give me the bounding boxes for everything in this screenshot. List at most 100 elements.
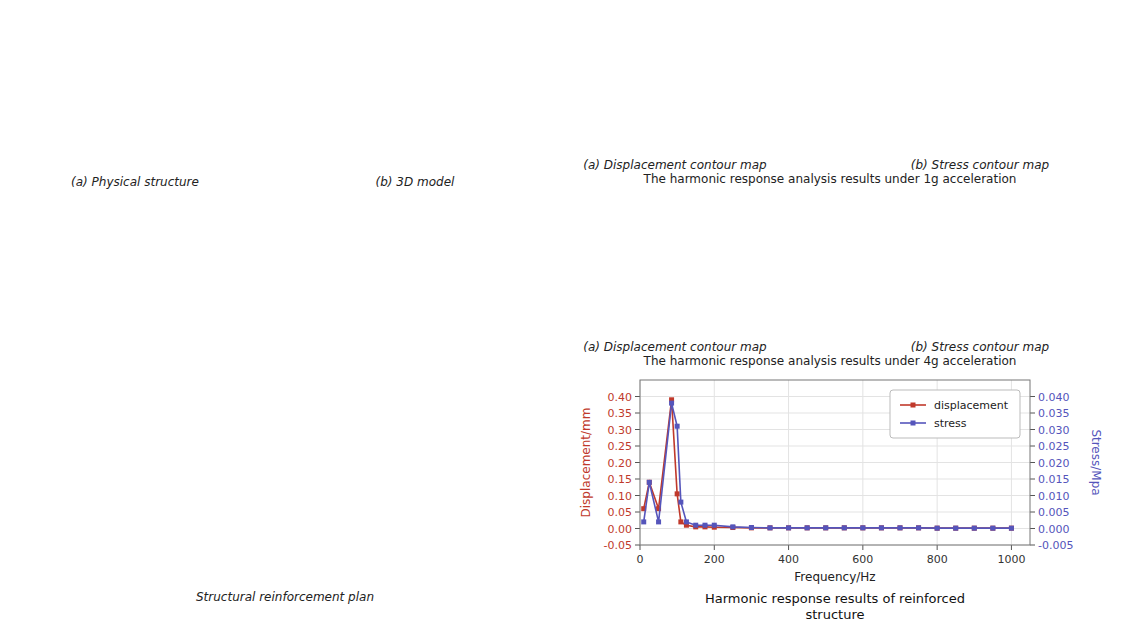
data-point — [916, 525, 921, 530]
legend-box — [890, 390, 1020, 438]
data-point — [675, 491, 680, 496]
tick-label: -0.005 — [1038, 539, 1073, 552]
data-point — [935, 526, 940, 531]
data-point — [972, 526, 977, 531]
data-point — [703, 523, 708, 528]
tick — [1030, 545, 1035, 546]
tick — [788, 545, 789, 550]
tick — [635, 396, 640, 397]
tick — [1011, 545, 1012, 550]
data-point — [678, 500, 683, 505]
data-point — [1009, 526, 1014, 531]
data-point — [935, 526, 940, 531]
tick-label: 0 — [637, 553, 644, 566]
tick — [635, 462, 640, 463]
legend-swatch — [911, 421, 916, 426]
tick — [1030, 512, 1035, 513]
data-point — [823, 525, 828, 530]
data-point — [990, 526, 995, 531]
y-axis-label: Displacement/mm — [579, 408, 593, 518]
series — [641, 397, 1014, 530]
data-point — [749, 525, 754, 530]
data-point — [641, 519, 646, 524]
tick-label: 200 — [704, 553, 725, 566]
chart-canvas: (a) Physical structure (b) 3D model Struct… — [0, 0, 1130, 642]
tick — [714, 545, 715, 550]
legend-label: stress — [934, 417, 967, 430]
annotation: (b) Stress contour map — [911, 340, 1050, 354]
tick — [635, 528, 640, 529]
data-point — [669, 401, 674, 406]
data-point — [972, 526, 977, 531]
grid-line — [640, 462, 1030, 463]
data-point — [990, 526, 995, 531]
tick-label: 0.030 — [1038, 424, 1070, 437]
tick — [1030, 429, 1035, 430]
tick-label: 1000 — [997, 553, 1025, 566]
tick-label: 0.25 — [608, 440, 633, 453]
tick — [1030, 495, 1035, 496]
legend: displacement stress — [890, 390, 1020, 438]
tick-label: 0.015 — [1038, 473, 1070, 486]
tick-label: 0.05 — [608, 506, 633, 519]
annotation: (b) Stress contour map — [911, 158, 1050, 172]
chart-title-line: structure — [806, 607, 865, 622]
tick — [635, 446, 640, 447]
annotation: (b) 3D model — [376, 175, 456, 189]
data-point — [647, 480, 652, 485]
tick-label: -0.05 — [604, 539, 632, 552]
tick-label: 0.000 — [1038, 523, 1070, 536]
data-point — [860, 525, 865, 530]
tick-label: 0.10 — [608, 490, 633, 503]
data-point — [768, 525, 773, 530]
data-point — [749, 525, 754, 530]
annotation: The harmonic response analysis results u… — [643, 354, 1017, 368]
series-line — [644, 403, 1012, 528]
data-point — [860, 525, 865, 530]
data-point — [805, 525, 810, 530]
data-point — [879, 525, 884, 530]
tick-label: 0.025 — [1038, 440, 1070, 453]
tick — [1030, 446, 1035, 447]
annotation: Structural reinforcement plan — [196, 590, 374, 604]
tick-label: 600 — [852, 553, 873, 566]
data-point — [712, 523, 717, 528]
tick — [640, 545, 641, 550]
data-point — [842, 525, 847, 530]
data-point — [916, 525, 921, 530]
data-point — [898, 525, 903, 530]
data-point — [898, 525, 903, 530]
data-point — [678, 519, 683, 524]
data-point — [730, 524, 735, 529]
data-point — [879, 525, 884, 530]
grid-line — [640, 446, 1030, 447]
tick-label: 0.40 — [608, 391, 633, 404]
legend-swatch — [911, 403, 916, 408]
data-point — [953, 526, 958, 531]
y2-axis-label: Stress/Mpa — [1089, 429, 1103, 495]
axes: 02004006008001000-0.050.000.050.100.150.… — [579, 380, 1103, 584]
annotation: (a) Physical structure — [71, 175, 199, 189]
annotation: The harmonic response analysis results u… — [643, 172, 1017, 186]
tick-label: 0.30 — [608, 424, 633, 437]
data-point — [675, 424, 680, 429]
tick — [635, 545, 640, 546]
tick-label: 0.00 — [608, 523, 633, 536]
chart-title-line: Harmonic response results of reinforced — [705, 591, 965, 606]
series-line — [644, 400, 1012, 528]
series — [641, 401, 1014, 531]
tick-label: 0.040 — [1038, 391, 1070, 404]
grid — [640, 380, 1030, 545]
tick — [635, 429, 640, 430]
tick-label: 0.035 — [1038, 407, 1070, 420]
grid-line — [640, 495, 1030, 496]
data-point — [786, 525, 791, 530]
tick-label: 0.020 — [1038, 457, 1070, 470]
tick-label: 0.20 — [608, 457, 633, 470]
tick — [635, 413, 640, 414]
data-point — [730, 525, 735, 530]
data-point — [768, 525, 773, 530]
legend-label: displacement — [934, 399, 1009, 412]
tick-label: 0.35 — [608, 407, 633, 420]
data-point — [805, 525, 810, 530]
